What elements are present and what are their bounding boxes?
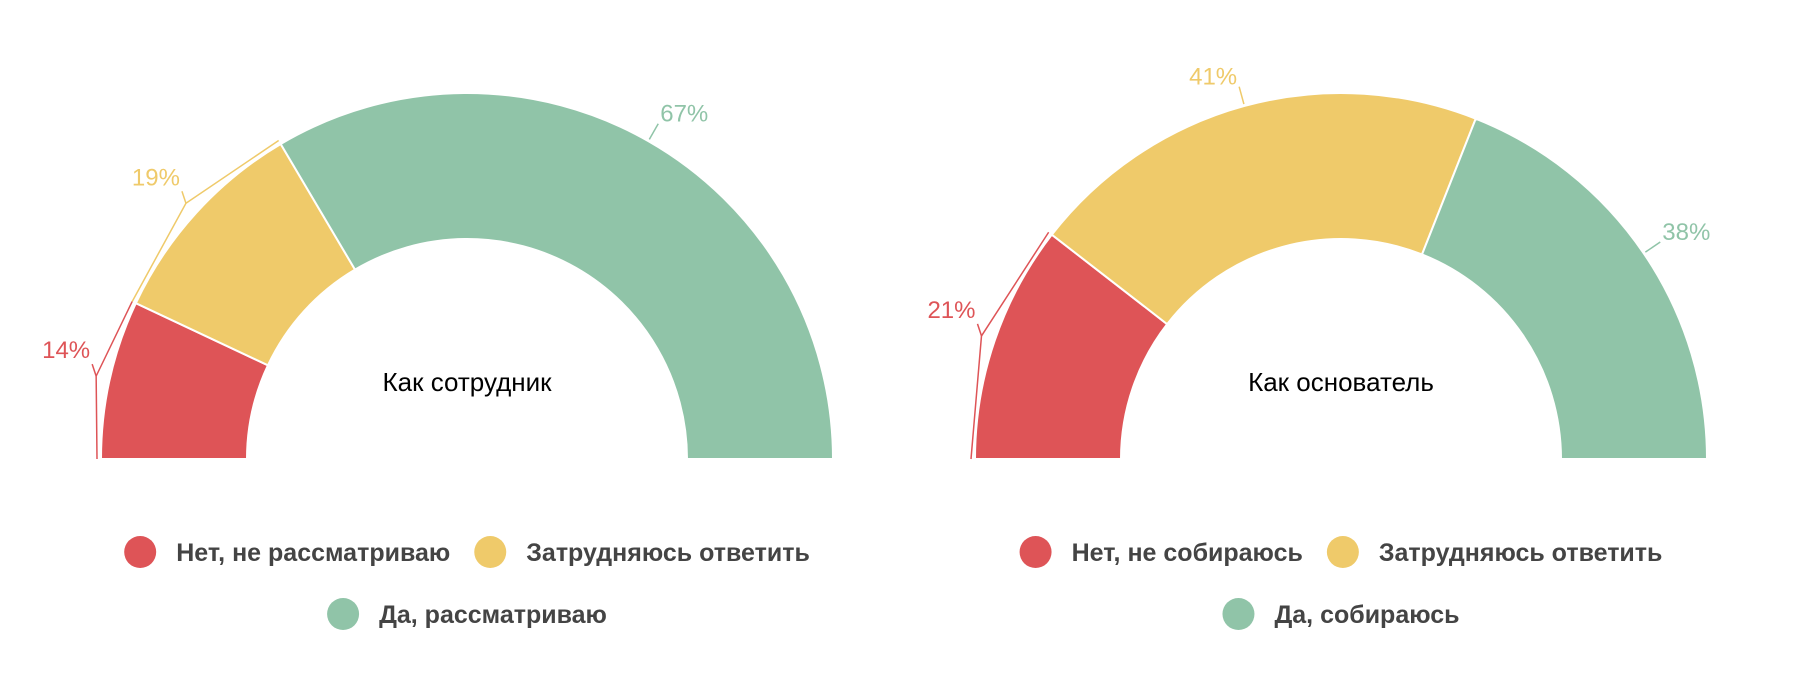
slice-employee-3 [279, 92, 835, 460]
value-label-employee-1: 14% [42, 337, 90, 364]
legend-swatch-employee-3 [327, 598, 360, 630]
value-label-employee-3: 67% [660, 101, 708, 128]
value-label-employee-2: 19% [132, 164, 180, 191]
chart-founder-slices [973, 92, 1709, 460]
leader-line-founder-3 [1644, 241, 1661, 253]
legend-swatch-founder-2 [1326, 536, 1359, 568]
legend-swatch-employee-2 [474, 536, 507, 568]
chart-founder-leader-lines [970, 86, 1661, 460]
legend-label-employee-2: Затрудняюсь ответить [526, 539, 810, 567]
legend-label-employee-3: Да, рассматриваю [379, 601, 607, 629]
leader-tick-employee-1 [91, 363, 97, 377]
chart-employee-legend: Нет, не рассматриваю Затрудняюсь ответить… [124, 536, 810, 630]
legend-label-founder-1: Нет, не собираюсь [1072, 539, 1303, 567]
leader-tick-founder-1 [976, 323, 983, 337]
legend-swatch-employee-1 [124, 536, 157, 568]
chart-founder: 21% 41% 38% Как основатель Нет, не собираю… [927, 64, 1710, 630]
legend-label-founder-3: Да, собираюсь [1274, 601, 1459, 629]
chart-founder-legend: Нет, не собираюсь Затрудняюсь ответить Да,… [1019, 536, 1663, 630]
leader-line-employee-3 [648, 123, 659, 140]
legend-swatch-founder-3 [1222, 598, 1255, 630]
chart-founder-title: Как основатель [1248, 367, 1434, 397]
chart-employee-title: Как сотрудник [382, 367, 552, 397]
value-label-founder-3: 38% [1662, 219, 1710, 246]
chart-founder-value-labels: 21% 41% 38% [927, 64, 1710, 324]
leader-tick-employee-2 [181, 191, 187, 204]
slice-founder-3 [1420, 117, 1709, 460]
chart-employee: 14% 19% 67% Как сотрудник Нет, не рассматр… [42, 92, 835, 630]
chart-employee-slices [99, 92, 835, 460]
leader-line-employee-1 [95, 301, 133, 460]
value-label-founder-1: 21% [927, 297, 975, 324]
chart-employee-value-labels: 14% 19% 67% [42, 101, 708, 364]
legend-label-employee-1: Нет, не рассматриваю [176, 539, 450, 567]
legend-swatch-founder-1 [1019, 536, 1052, 568]
leader-line-founder-2 [1238, 86, 1245, 105]
slice-founder-2 [1050, 92, 1478, 326]
legend-label-founder-2: Затрудняюсь ответить [1379, 539, 1663, 567]
value-label-founder-2: 41% [1189, 64, 1237, 91]
chart-employee-leader-lines [91, 123, 659, 460]
